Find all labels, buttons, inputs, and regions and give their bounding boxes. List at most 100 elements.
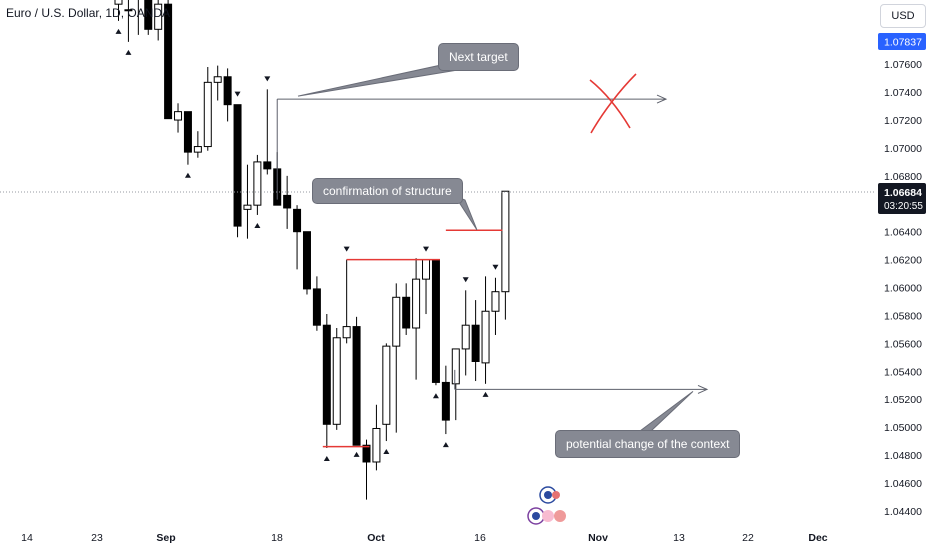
candle [322, 314, 331, 449]
candle [451, 348, 460, 421]
x-tick-label: 23 [91, 532, 103, 544]
candle-body [183, 111, 192, 153]
current-price-label [878, 183, 926, 215]
candle [302, 231, 311, 295]
candle-body [154, 3, 163, 30]
current-price-text: 1.06684 [884, 187, 922, 199]
candle [137, 0, 139, 35]
candle-body [451, 348, 460, 385]
x-axis[interactable]: 14 23 Sep 18 Oct 16 Nov 13 22 Dec [21, 532, 828, 544]
candle [312, 276, 321, 331]
candle-body [382, 345, 391, 425]
x-tick-label: 22 [742, 532, 754, 544]
candle-body [293, 208, 302, 233]
candle [283, 175, 292, 229]
swing-high-marker [343, 246, 350, 252]
callout-confirmation-of-structure: confirmation of structure [312, 178, 463, 204]
candle [471, 300, 480, 382]
candle-body [372, 427, 381, 463]
candle [154, 0, 163, 41]
callout-potential-change: potential change of the context [555, 430, 741, 458]
candle-body [174, 111, 183, 121]
x-tick-label: 16 [474, 532, 486, 544]
candle-body [243, 204, 252, 210]
x-tick-label: 14 [21, 532, 33, 544]
callout-next-target: Next target [438, 43, 519, 71]
candle-body [233, 104, 242, 227]
structure-lines-layer [322, 229, 503, 448]
candle-body [392, 296, 401, 347]
currency-selector[interactable]: USD [880, 4, 926, 28]
y-tick-label: 1.04600 [884, 478, 922, 490]
candle-body [322, 324, 331, 425]
candle-body [332, 337, 341, 425]
candle [352, 316, 361, 446]
swing-low-marker [383, 449, 390, 455]
candle [223, 68, 232, 122]
candle [243, 164, 252, 239]
rejection-x-icon [590, 73, 637, 134]
y-axis[interactable]: 1.07600 1.07400 1.07200 1.07000 1.06800 1.064… [878, 33, 926, 518]
arrow-head [697, 384, 709, 394]
callout-pointer [297, 61, 459, 97]
candle [124, 0, 133, 42]
candle [203, 66, 212, 151]
swing-low-marker [115, 28, 122, 34]
y-tick-label: 1.04400 [884, 506, 922, 518]
candle-body [481, 310, 490, 364]
candle-body [223, 76, 232, 106]
candle [372, 404, 381, 471]
swing-low-marker [184, 172, 191, 178]
y-tick-label: 1.07000 [884, 143, 922, 155]
y-tick-label: 1.05400 [884, 366, 922, 378]
candle-body [342, 326, 351, 339]
swing-low-marker [125, 49, 132, 55]
candle [164, 0, 173, 120]
candle [174, 103, 183, 133]
rejection-x-icon [589, 79, 631, 129]
candle [233, 104, 242, 238]
candle [213, 65, 222, 101]
y-tick-label: 1.07200 [884, 115, 922, 127]
candle [342, 259, 351, 344]
candle-body [312, 288, 321, 326]
candle-body [431, 259, 440, 383]
y-tick-label: 1.07600 [884, 59, 922, 71]
swing-high-marker [462, 277, 469, 283]
swing-low-marker [254, 222, 261, 228]
swing-low-marker [323, 456, 330, 462]
swing-low-marker [442, 442, 449, 448]
y-tick-label: 1.05800 [884, 310, 922, 322]
swing-low-marker [432, 393, 439, 399]
candle [481, 276, 490, 384]
candle-body [491, 291, 500, 312]
y-tick-label: 1.06200 [884, 255, 922, 267]
candle-body [193, 146, 202, 153]
swing-low-marker [482, 391, 489, 397]
countdown-text: 03:20:55 [884, 201, 923, 212]
candle-body [441, 381, 450, 421]
y-tick-label: 1.05000 [884, 422, 922, 434]
y-tick-label: 1.07400 [884, 87, 922, 99]
candle [392, 283, 401, 433]
swing-high-marker [264, 76, 271, 82]
candles-layer [114, 0, 510, 500]
candle [144, 0, 153, 35]
y-tick-label: 1.06800 [884, 171, 922, 183]
candle [293, 205, 302, 270]
candle-body [213, 76, 222, 83]
candle [114, 0, 123, 21]
y-tick-label: 1.04800 [884, 450, 922, 462]
candle-body [164, 3, 173, 120]
candle-body [144, 0, 153, 30]
candle [412, 258, 421, 380]
y-tick-label: 1.06400 [884, 227, 922, 239]
x-tick-label: 13 [673, 532, 685, 544]
candle-body [124, 9, 133, 12]
candle-body [302, 231, 311, 290]
swing-low-marker [353, 451, 360, 457]
candle [253, 154, 262, 215]
candle [332, 327, 341, 430]
candle [422, 259, 431, 315]
